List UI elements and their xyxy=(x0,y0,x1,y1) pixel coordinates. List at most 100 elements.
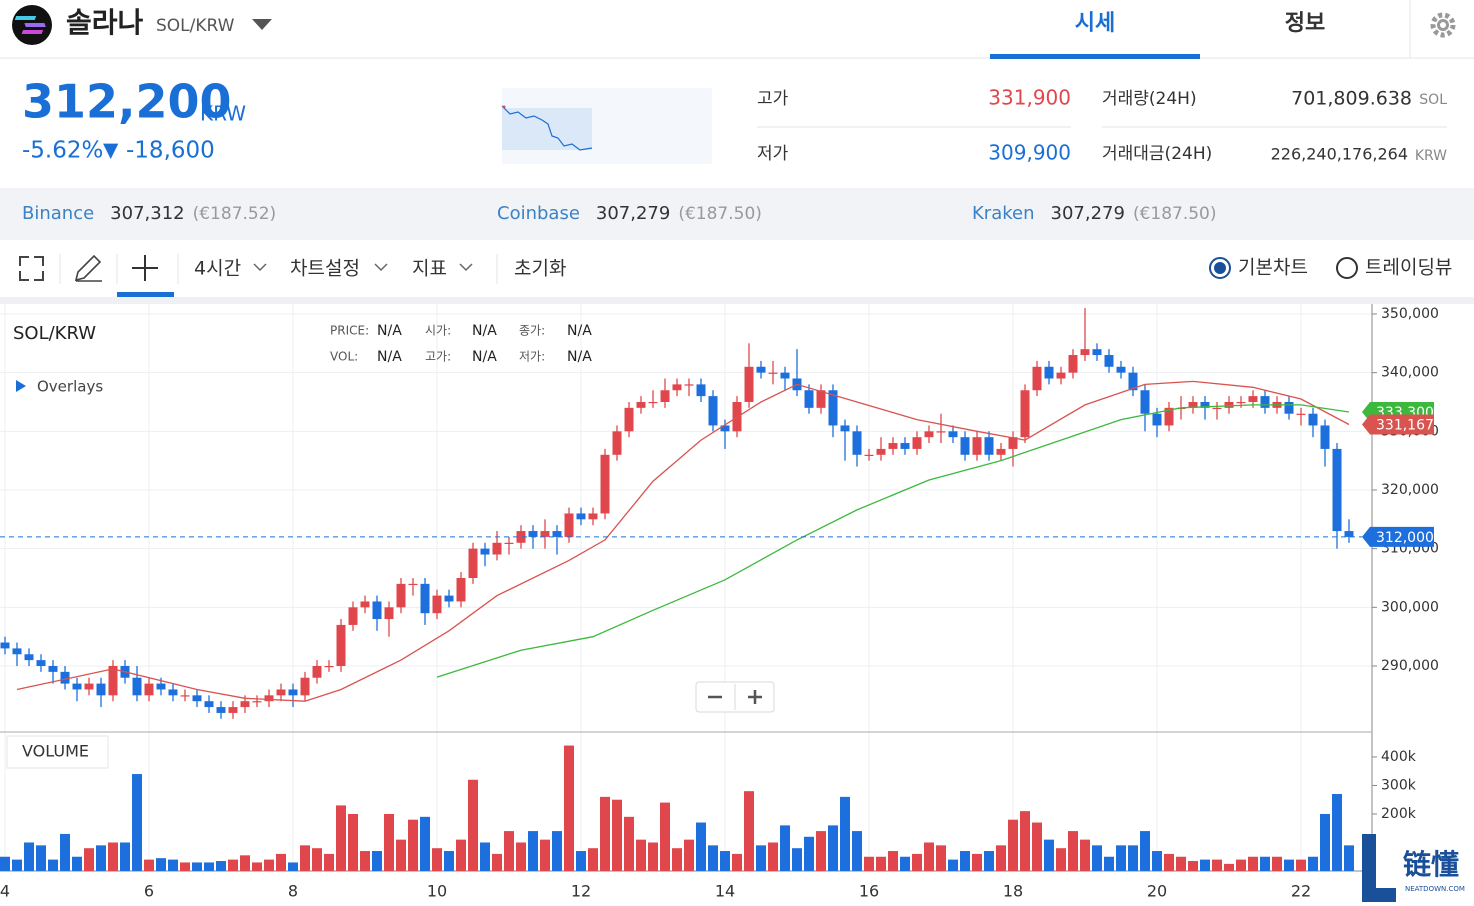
crosshair-icon[interactable] xyxy=(132,255,158,281)
volume-bar xyxy=(552,831,562,871)
settings-icon[interactable] xyxy=(1430,12,1456,38)
exchange-name: Coinbase xyxy=(497,203,580,224)
candle-body xyxy=(300,677,310,696)
fullscreen-icon[interactable] xyxy=(19,256,44,281)
candle-body xyxy=(48,665,58,672)
volume-bar xyxy=(540,839,550,871)
x-tick-label: 10 xyxy=(427,882,447,901)
volume-bar xyxy=(600,796,610,871)
header xyxy=(0,0,1474,58)
volume-bar xyxy=(120,842,130,871)
info-label: 저가: xyxy=(519,350,545,364)
overlays-toggle[interactable] xyxy=(16,380,26,392)
moving-average xyxy=(16,380,1350,702)
radio-dot xyxy=(1214,262,1226,274)
volume-bar xyxy=(1212,859,1222,871)
candle-body xyxy=(288,689,298,696)
coin-pair: SOL/KRW xyxy=(156,16,235,36)
radio[interactable] xyxy=(1336,257,1358,279)
candle-body xyxy=(744,366,754,402)
volume-bar xyxy=(384,813,394,871)
candle-body xyxy=(156,683,166,690)
volume-bar xyxy=(228,859,238,871)
volume-bar xyxy=(684,839,694,871)
candle-body xyxy=(480,548,490,555)
candle-body xyxy=(96,683,106,696)
reset-button[interactable]: 초기화 xyxy=(514,258,566,280)
stat-unit: SOL xyxy=(1419,92,1447,108)
candle-body xyxy=(1080,349,1090,356)
candle-body xyxy=(276,689,286,696)
candle-body xyxy=(1008,437,1018,449)
candle-body xyxy=(1224,401,1234,408)
candle-body xyxy=(768,372,778,374)
interval-select[interactable]: 4시간 xyxy=(194,258,241,280)
candle-body xyxy=(228,707,238,713)
candle-body xyxy=(1260,396,1270,408)
mode-option[interactable]: 트레이딩뷰 xyxy=(1365,257,1452,279)
candle-body xyxy=(600,454,610,514)
candle-body xyxy=(780,372,790,379)
zoom-in[interactable] xyxy=(748,690,762,704)
tab[interactable]: 정보 xyxy=(1285,11,1325,36)
overlays-label[interactable]: Overlays xyxy=(37,378,103,396)
tab[interactable]: 시세 xyxy=(1075,11,1115,36)
candle-body xyxy=(528,531,538,537)
candle-body xyxy=(720,425,730,432)
candle-body xyxy=(936,431,946,433)
candle-body xyxy=(1200,401,1210,408)
mode-option[interactable]: 기본차트 xyxy=(1238,257,1308,279)
watermark-sub: NEATDOWN.COM xyxy=(1405,885,1465,893)
price-unit: KRW xyxy=(200,102,246,126)
stat-value: 331,900 xyxy=(988,86,1071,110)
indicator-menu[interactable]: 지표 xyxy=(412,258,447,280)
volume-bar xyxy=(1020,811,1030,871)
info-label: 종가: xyxy=(519,324,545,338)
change-pct: -5.62% xyxy=(22,138,103,164)
volume-bar xyxy=(12,859,22,871)
volume-bar xyxy=(636,839,646,871)
volume-bar xyxy=(24,842,34,871)
volume-bar xyxy=(888,851,898,871)
dropdown-arrow[interactable] xyxy=(252,19,272,30)
volume-bar xyxy=(1332,794,1342,871)
price-tag xyxy=(1362,414,1434,435)
volume-bar xyxy=(876,856,886,871)
stat-label: 거래량(24H) xyxy=(1102,89,1197,109)
candle-body xyxy=(420,583,430,614)
candle-body xyxy=(36,660,46,666)
candle-body xyxy=(1212,407,1222,410)
volume-bar xyxy=(852,831,862,871)
candle-body xyxy=(1284,401,1294,414)
volume-bar xyxy=(780,825,790,871)
candle-body xyxy=(132,677,142,696)
settings-menu[interactable]: 차트설정 xyxy=(290,258,360,280)
info-value: N/A xyxy=(472,349,497,365)
candle-body xyxy=(1044,366,1054,379)
current-price: 312,200 xyxy=(22,75,232,129)
exchanges: Binance 307,312 (€187.52) Coinbase 307,279 (€… xyxy=(22,203,1217,224)
exchange-name: Binance xyxy=(22,203,94,224)
candle-body xyxy=(756,366,766,373)
candle-body xyxy=(960,437,970,455)
x-tick-label: 6 xyxy=(144,882,154,901)
candle-body xyxy=(312,665,322,678)
volume-bar xyxy=(792,848,802,871)
volume-bar xyxy=(1296,859,1306,871)
volume-bar xyxy=(408,819,418,871)
candle-body xyxy=(852,431,862,455)
exchange-eur: (€187.50) xyxy=(678,204,762,224)
candle-body xyxy=(624,407,634,432)
candle-body xyxy=(360,601,370,608)
logo-stripes xyxy=(14,16,46,34)
volume-bar xyxy=(1320,813,1330,871)
candle-body xyxy=(1032,366,1042,391)
draw-icon[interactable] xyxy=(74,254,102,282)
radio[interactable] xyxy=(1209,257,1231,279)
volume-bar xyxy=(672,848,682,871)
y-tick-label: 350,000 xyxy=(1381,306,1439,322)
volume-bar xyxy=(1272,856,1282,871)
volume-bar xyxy=(168,859,178,871)
candle-body xyxy=(552,531,562,537)
